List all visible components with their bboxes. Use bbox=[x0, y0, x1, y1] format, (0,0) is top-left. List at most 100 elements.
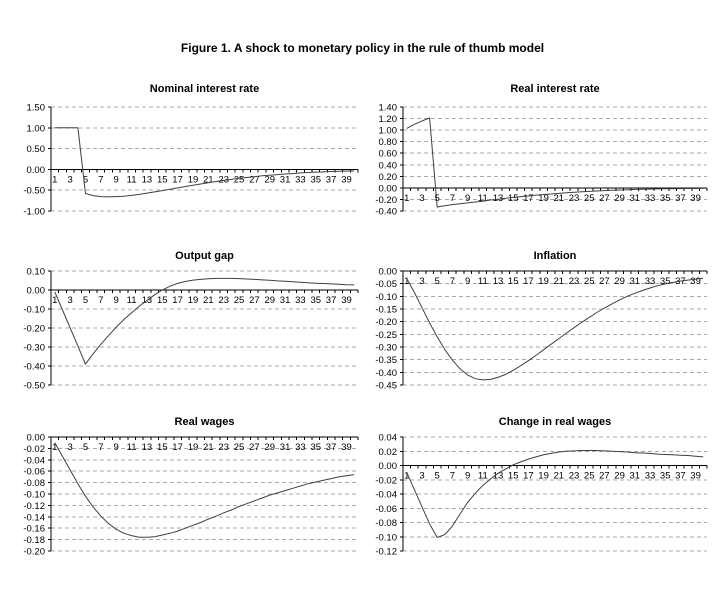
svg-text:-0.40: -0.40 bbox=[375, 368, 397, 379]
x-axis-ticks bbox=[50, 290, 359, 293]
series-line bbox=[54, 127, 355, 198]
svg-text:17: 17 bbox=[523, 193, 534, 204]
svg-text:19: 19 bbox=[188, 295, 199, 306]
series-line bbox=[54, 277, 355, 366]
svg-text:33: 33 bbox=[295, 442, 306, 453]
inflation-plot: 0.00-0.05 -0.10 -0.15-0.20 -0.25 -0.30-0.35 -… bbox=[375, 267, 708, 392]
svg-text:-0.50: -0.50 bbox=[23, 381, 45, 392]
gridlines bbox=[51, 106, 358, 212]
svg-text:0.50: 0.50 bbox=[27, 144, 46, 155]
svg-text:21: 21 bbox=[203, 174, 214, 185]
svg-text:3: 3 bbox=[68, 295, 73, 306]
svg-text:1.00: 1.00 bbox=[27, 123, 46, 134]
y-axis-labels: 0.00-0.05 -0.10 -0.15-0.20 -0.25 -0.30-0.35 -… bbox=[375, 267, 403, 392]
svg-text:11: 11 bbox=[478, 471, 488, 482]
svg-text:-0.30: -0.30 bbox=[375, 343, 397, 354]
svg-text:27: 27 bbox=[599, 276, 610, 287]
series-line bbox=[406, 450, 704, 539]
svg-text:-0.40: -0.40 bbox=[23, 362, 45, 373]
svg-text:33: 33 bbox=[295, 295, 306, 306]
svg-text:39: 39 bbox=[341, 295, 352, 306]
svg-text:1.20: 1.20 bbox=[379, 114, 398, 125]
svg-text:7: 7 bbox=[450, 193, 455, 204]
svg-text:-0.20: -0.20 bbox=[23, 547, 45, 558]
svg-text:-0.10: -0.10 bbox=[375, 532, 397, 543]
svg-text:0.00: 0.00 bbox=[379, 183, 398, 194]
y-axis-labels: 0.04 0.02 0.00 -0.02 -0.04 -0.06 -0.08 -0.10 -0.… bbox=[375, 433, 403, 558]
x-axis-ticks bbox=[402, 271, 708, 274]
svg-text:13: 13 bbox=[493, 276, 504, 287]
svg-text:27: 27 bbox=[249, 295, 260, 306]
svg-text:35: 35 bbox=[660, 471, 671, 482]
svg-text:11: 11 bbox=[127, 174, 137, 185]
svg-text:7: 7 bbox=[98, 442, 103, 453]
chart-title-inflation: Inflation bbox=[533, 250, 577, 262]
svg-text:29: 29 bbox=[264, 295, 275, 306]
svg-text:17: 17 bbox=[172, 174, 183, 185]
svg-text:-0.30: -0.30 bbox=[23, 343, 45, 354]
y-axis-labels: 0.00-0.02-0.04-0.06-0.08-0.10-0.12-0.14-… bbox=[23, 433, 51, 558]
svg-text:0.20: 0.20 bbox=[379, 172, 398, 183]
svg-text:13: 13 bbox=[493, 471, 504, 482]
svg-text:25: 25 bbox=[584, 193, 595, 204]
svg-text:-0.04: -0.04 bbox=[375, 490, 397, 501]
svg-text:19: 19 bbox=[538, 471, 549, 482]
svg-text:15: 15 bbox=[157, 442, 168, 453]
svg-text:-0.08: -0.08 bbox=[23, 478, 45, 489]
svg-text:5: 5 bbox=[435, 471, 440, 482]
svg-text:25: 25 bbox=[584, 471, 595, 482]
x-axis-labels: 1 3 5 7 9 11 13 15 17 19 21 23 25 27 29 31 33 35 37 39 bbox=[404, 276, 701, 287]
svg-text:31: 31 bbox=[630, 471, 641, 482]
svg-text:5: 5 bbox=[83, 295, 88, 306]
svg-text:15: 15 bbox=[157, 295, 168, 306]
svg-text:33: 33 bbox=[295, 174, 306, 185]
svg-text:0.80: 0.80 bbox=[379, 137, 398, 148]
svg-text:11: 11 bbox=[127, 295, 137, 306]
svg-text:15: 15 bbox=[508, 276, 519, 287]
svg-text:31: 31 bbox=[280, 295, 291, 306]
chart-title-nominal-interest-rate: Nominal interest rate bbox=[149, 83, 260, 95]
chart-title-change-in-real-wages: Change in real wages bbox=[498, 416, 612, 428]
svg-text:1.40: 1.40 bbox=[379, 103, 398, 114]
svg-text:1.50: 1.50 bbox=[27, 103, 46, 114]
svg-text:-0.02: -0.02 bbox=[23, 444, 45, 455]
gridlines bbox=[51, 270, 358, 386]
svg-text:3: 3 bbox=[419, 471, 424, 482]
y-axis-labels: 1.401.201.000.800.600.400.200.00-0.20-0.… bbox=[375, 103, 403, 218]
svg-text:9: 9 bbox=[465, 276, 470, 287]
svg-text:23: 23 bbox=[218, 295, 229, 306]
svg-text:9: 9 bbox=[114, 442, 119, 453]
svg-text:0.00: 0.00 bbox=[379, 461, 398, 472]
series-line bbox=[406, 117, 704, 208]
svg-text:23: 23 bbox=[569, 276, 580, 287]
svg-text:3: 3 bbox=[419, 276, 424, 287]
x-axis-ticks bbox=[402, 465, 708, 469]
svg-text:23: 23 bbox=[218, 442, 229, 453]
svg-text:-0.35: -0.35 bbox=[375, 355, 397, 366]
svg-text:-0.25: -0.25 bbox=[375, 330, 397, 341]
svg-text:37: 37 bbox=[326, 174, 337, 185]
svg-text:1.00: 1.00 bbox=[379, 126, 398, 137]
svg-text:19: 19 bbox=[188, 174, 199, 185]
gridlines bbox=[51, 436, 358, 552]
x-axis-ticks bbox=[402, 187, 708, 191]
svg-text:-0.08: -0.08 bbox=[375, 518, 397, 529]
svg-text:5: 5 bbox=[83, 174, 88, 185]
real-interest-rate-plot: 1.401.201.000.800.600.400.200.00-0.20-0.… bbox=[375, 103, 708, 218]
svg-text:17: 17 bbox=[523, 471, 534, 482]
svg-text:0.60: 0.60 bbox=[379, 149, 398, 160]
svg-text:-0.10: -0.10 bbox=[23, 305, 45, 316]
real-wages-plot: 0.00-0.02-0.04-0.06-0.08-0.10-0.12-0.14-… bbox=[23, 433, 359, 558]
svg-text:5: 5 bbox=[83, 442, 88, 453]
svg-text:1: 1 bbox=[404, 471, 409, 482]
svg-text:3: 3 bbox=[419, 193, 424, 204]
svg-text:21: 21 bbox=[554, 276, 565, 287]
svg-text:-0.20: -0.20 bbox=[375, 317, 397, 328]
svg-text:-0.18: -0.18 bbox=[23, 535, 45, 546]
x-axis-labels: 1 3 5 7 9 11 13 15 17 19 21 23 25 27 29 31 33 35 37 39 bbox=[404, 193, 701, 204]
svg-text:-0.15: -0.15 bbox=[375, 305, 397, 316]
svg-text:-0.45: -0.45 bbox=[375, 381, 397, 392]
svg-text:21: 21 bbox=[203, 295, 214, 306]
x-axis-ticks bbox=[50, 437, 359, 440]
svg-text:9: 9 bbox=[114, 295, 119, 306]
